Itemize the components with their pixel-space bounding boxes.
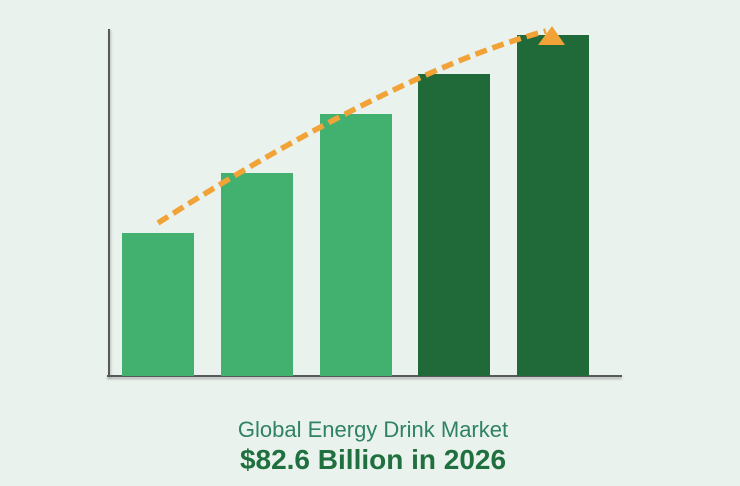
arrow-up-icon bbox=[538, 26, 565, 45]
chart-title: Global Energy Drink Market bbox=[237, 417, 509, 442]
bar-5 bbox=[517, 35, 589, 376]
chart-caption: Global Energy Drink Market $82.6 Billion… bbox=[3, 417, 740, 476]
bar-1 bbox=[122, 233, 194, 376]
bar-4 bbox=[418, 74, 491, 376]
x-axis bbox=[107, 375, 622, 377]
trend-dashed-line bbox=[156, 28, 547, 226]
chart-value: $82.6 Billion in 2026 bbox=[239, 444, 507, 475]
bar-2 bbox=[220, 173, 293, 376]
bar-3 bbox=[319, 114, 392, 376]
y-axis bbox=[108, 29, 110, 377]
